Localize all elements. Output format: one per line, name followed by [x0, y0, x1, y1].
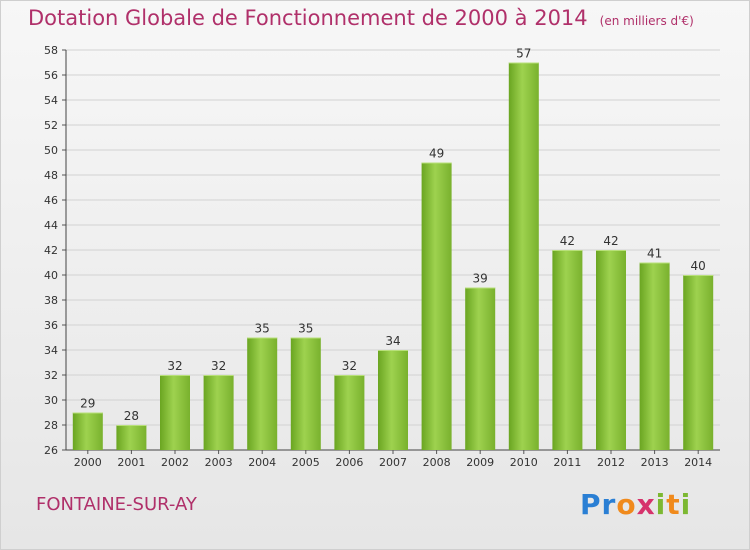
value-label-2002: 32 — [167, 359, 182, 373]
y-tick-label: 36 — [44, 319, 58, 332]
chart-subtitle: (en milliers d'€) — [599, 14, 694, 28]
commune-name: FONTAINE-SUR-AY — [36, 494, 197, 515]
y-tick-label: 28 — [44, 419, 58, 432]
x-tick-label-2009: 2009 — [466, 456, 494, 469]
logo-letter: i — [680, 488, 692, 521]
y-tick-label: 30 — [44, 394, 58, 407]
y-tick-label: 42 — [44, 244, 58, 257]
y-tick-label: 58 — [44, 44, 58, 57]
x-tick-label-2004: 2004 — [248, 456, 276, 469]
logo-letter: P — [580, 488, 602, 521]
y-tick-label: 38 — [44, 294, 58, 307]
bar-2013 — [639, 262, 670, 450]
value-label-2001: 28 — [124, 409, 139, 423]
value-label-2008: 49 — [429, 147, 444, 161]
bar-2005 — [290, 337, 321, 450]
x-tick-label-2013: 2013 — [641, 456, 669, 469]
x-tick-label-2005: 2005 — [292, 456, 320, 469]
bar-2002 — [160, 375, 190, 450]
value-label-2003: 32 — [211, 359, 226, 373]
bar-2014 — [683, 275, 714, 450]
y-tick-label: 52 — [44, 119, 58, 132]
value-label-2010: 57 — [516, 47, 531, 61]
proxiti-logo: Proxiti — [580, 488, 691, 521]
y-tick-label: 44 — [44, 219, 58, 232]
y-tick-label: 46 — [44, 194, 58, 207]
x-tick-label-2007: 2007 — [379, 456, 407, 469]
chart-title-text: Dotation Globale de Fonctionnement de 20… — [28, 6, 588, 30]
chart-title: Dotation Globale de Fonctionnement de 20… — [28, 6, 694, 30]
logo-letter: t — [666, 488, 681, 521]
label-layer: 29 28 32 32 35 35 32 34 49 39 57 42 42 41 40 — [80, 47, 706, 424]
value-label-2004: 35 — [255, 322, 270, 336]
x-tick-label-2012: 2012 — [597, 456, 625, 469]
bar-2001 — [116, 425, 147, 450]
x-tick-label-2003: 2003 — [205, 456, 233, 469]
x-tick-label-2010: 2010 — [510, 456, 538, 469]
x-tick-label-2011: 2011 — [553, 456, 581, 469]
value-label-2007: 34 — [385, 334, 400, 348]
value-label-2005: 35 — [298, 322, 313, 336]
bar-2011 — [552, 250, 583, 450]
value-label-2014: 40 — [691, 259, 706, 273]
x-tick-label-2014: 2014 — [684, 456, 712, 469]
y-tick-label: 56 — [44, 69, 58, 82]
bar-2009 — [465, 287, 496, 450]
value-label-2009: 39 — [473, 272, 488, 286]
y-tick-label: 26 — [44, 444, 58, 457]
x-tick-label-2006: 2006 — [335, 456, 363, 469]
y-tick-label: 48 — [44, 169, 58, 182]
bar-2004 — [247, 337, 278, 450]
bar-2000 — [72, 412, 103, 450]
y-tick-label: 54 — [44, 94, 58, 107]
logo-letter: r — [601, 488, 617, 521]
y-tick-label: 40 — [44, 269, 58, 282]
bar-layer — [72, 62, 714, 450]
y-tick-label: 34 — [44, 344, 58, 357]
bar-2008 — [421, 162, 452, 450]
value-label-2013: 41 — [647, 247, 662, 261]
x-tick-label-2002: 2002 — [161, 456, 189, 469]
y-tick-label: 50 — [44, 144, 58, 157]
bar-2012 — [596, 250, 626, 450]
x-tick-label-2008: 2008 — [423, 456, 451, 469]
bar-2010 — [508, 62, 539, 450]
value-label-2006: 32 — [342, 359, 357, 373]
value-label-2000: 29 — [80, 397, 95, 411]
logo-letter: x — [636, 488, 656, 521]
x-tick-label-2001: 2001 — [117, 456, 145, 469]
bar-2007 — [378, 350, 408, 450]
value-label-2011: 42 — [560, 234, 575, 248]
x-tick-label-2000: 2000 — [74, 456, 102, 469]
logo-letter: o — [616, 488, 637, 521]
bar-2006 — [334, 375, 365, 450]
y-tick-label: 32 — [44, 369, 58, 382]
bar-2003 — [203, 375, 234, 450]
value-label-2012: 42 — [603, 234, 618, 248]
logo-letter: i — [655, 488, 667, 521]
